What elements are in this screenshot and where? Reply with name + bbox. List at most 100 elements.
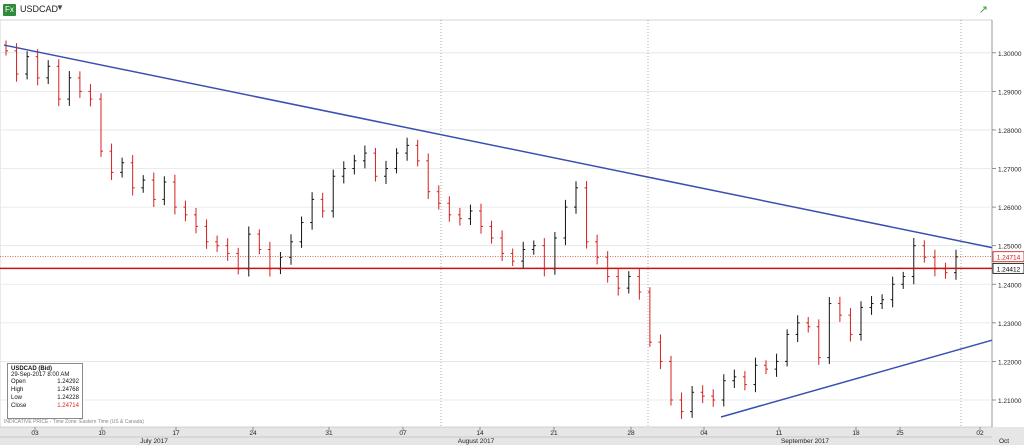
ohlc-bar (194, 207, 198, 234)
ohlc-bar (56, 59, 61, 107)
ohlc-bar (415, 139, 420, 167)
symbol-dropdown-icon[interactable]: ▼ (56, 3, 64, 12)
ohlc-bar (605, 251, 610, 283)
ohlc-bar (669, 355, 673, 406)
info-title: USDCAD (Bid) (11, 366, 52, 372)
ohlc-bar (647, 287, 652, 347)
x-tick-label: 21 (550, 430, 558, 437)
ohlc-bar (785, 329, 790, 367)
ohlc-bar (721, 374, 726, 407)
ohlc-bar (616, 269, 621, 296)
price-label: 1.24412 (992, 262, 1024, 274)
ohlc-bar (341, 161, 346, 184)
ohlc-bar (584, 181, 589, 249)
price-label-text: 1.24714 (997, 255, 1021, 262)
y-tick-label: 1.26000 (998, 205, 1022, 212)
ohlc-bar (67, 71, 72, 106)
resistance-trendline (3, 44, 993, 249)
x-tick-label: 18 (852, 430, 860, 437)
ohlc-bar (436, 185, 441, 210)
ohlc-bar (35, 49, 40, 86)
ohlc-bar (225, 238, 230, 261)
ohlc-bar (278, 251, 283, 275)
ohlc-bar (637, 268, 642, 300)
ohlc-bar (510, 248, 515, 266)
chart-toolbar: Fx USDCAD ▼ ↗ (0, 0, 1024, 20)
ohlc-bar (932, 249, 937, 277)
info-high-value: 1.24768 (57, 387, 79, 393)
ohlc-bar (700, 385, 705, 404)
ohlc-bar (405, 137, 410, 161)
ohlc-bar (4, 40, 8, 56)
timezone-footnote: INDICATIVE PRICE - Time Zone: Eastern Ti… (4, 419, 144, 425)
ohlc-bar (236, 247, 241, 275)
ohlc-bar (46, 60, 51, 85)
ohlc-bar (859, 301, 863, 341)
ohlc-bar (848, 308, 853, 342)
ohlc-bar (890, 276, 895, 308)
x-tick-label: 03 (31, 430, 39, 437)
price-label-box (992, 251, 1024, 263)
ohlc-bar (320, 192, 325, 218)
x-tick-label: 25 (896, 430, 904, 437)
ohlc-bar (816, 319, 821, 365)
x-tick-label: 11 (776, 430, 783, 437)
ohlc-bar (394, 148, 399, 174)
ohlc-bar (457, 207, 462, 226)
y-tick-label: 1.28000 (998, 128, 1022, 135)
y-tick-label: 1.30000 (998, 51, 1022, 58)
ohlc-bar (626, 271, 631, 294)
ohlc-bar (753, 357, 758, 393)
info-high-row: High 1.24768 (11, 386, 79, 394)
ohlc-info-box: USDCAD (Bid) 29-Sep-2017 8:00 AM Open 1.… (7, 363, 83, 419)
x-tick-label: 14 (476, 430, 484, 437)
ohlc-bar (77, 71, 82, 98)
ohlc-bar (542, 238, 547, 277)
ohlc-bar (151, 172, 156, 208)
ohlc-bar (521, 241, 526, 269)
ohlc-bar (267, 241, 272, 277)
ohlc-bar (162, 176, 167, 206)
info-close-label: Close (11, 403, 27, 409)
info-low-value: 1.24228 (57, 395, 79, 401)
ohlc-bar (880, 294, 885, 310)
ohlc-bar (130, 155, 135, 196)
ohlc-bar (25, 51, 30, 80)
info-close-row: Close 1.24714 (11, 402, 79, 410)
info-open-row: Open 1.24292 (11, 378, 79, 386)
ohlc-bar (806, 317, 811, 333)
price-label-text: 1.24412 (997, 266, 1021, 273)
y-tick-label: 1.25000 (998, 244, 1022, 251)
price-axis: 1.30000 1.29000 1.28000 1.27000 1.26000 1.250… (992, 51, 1024, 405)
ohlc-bar (310, 192, 315, 230)
time-axis: 03 10 17 24 31 07 14 21 28 04 11 18 25 02 July 2017 Aug… (0, 427, 1009, 445)
info-high-label: High (11, 387, 24, 393)
ohlc-bar (690, 386, 695, 418)
price-label-box (992, 262, 1024, 274)
ohlc-bar (837, 296, 842, 322)
ohlc-bar (109, 143, 114, 180)
trend-arrow-icon: ↗ (978, 4, 988, 16)
support-trendline (720, 339, 993, 418)
ohlc-bar (88, 84, 93, 107)
ohlc-bar (943, 262, 948, 279)
ohlc-bar (447, 196, 452, 222)
ohlc-bar (954, 249, 958, 280)
month-label: September 2017 (781, 438, 829, 445)
ohlc-bar (299, 216, 304, 248)
x-tick-label: 07 (399, 430, 407, 437)
ohlc-bar (711, 389, 716, 407)
info-open-label: Open (11, 379, 26, 385)
ohlc-bar (120, 157, 125, 178)
symbol-name[interactable]: USDCAD (20, 4, 59, 14)
ohlc-bar (563, 199, 568, 246)
ohlc-bar (141, 175, 146, 193)
x-tick-label: 31 (325, 430, 333, 437)
ohlc-bar (489, 220, 494, 244)
ohlc-bar (352, 154, 357, 175)
ohlc-bar (732, 369, 737, 389)
info-low-row: Low 1.24228 (11, 394, 79, 402)
ohlc-bar (500, 230, 505, 262)
ohlc-bar (373, 147, 378, 182)
